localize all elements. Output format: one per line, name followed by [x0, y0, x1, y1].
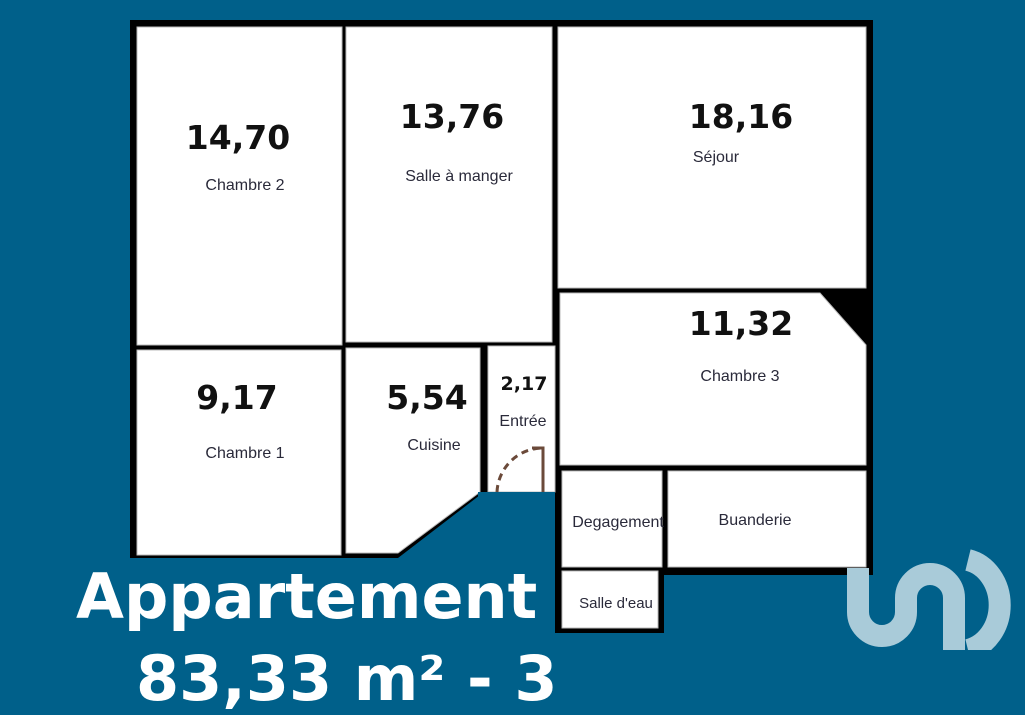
room-salle-a-manger: [345, 26, 553, 343]
room-area: 18,16: [688, 97, 794, 136]
room-chambre-2: [136, 26, 343, 346]
room-label: Salle d'eau: [579, 595, 653, 612]
room-area: 11,32: [688, 304, 794, 343]
room-sejour: [557, 26, 867, 289]
room-label: Chambre 3: [700, 368, 780, 385]
room-area: 13,76: [399, 97, 505, 136]
room-buanderie: [667, 470, 867, 568]
floor-plan: [130, 20, 1011, 650]
listing-title: Appartement: [76, 560, 538, 633]
listing-subtitle: 83,33 m² - 3: [136, 642, 558, 715]
room-degagement: [561, 470, 663, 568]
room-cuisine: [345, 347, 481, 554]
room-salle-d-eau: [561, 570, 659, 629]
room-label: Salle à manger: [405, 168, 513, 185]
room-label: Cuisine: [407, 437, 461, 454]
room-label: Chambre 2: [205, 177, 285, 194]
door-swing-icon: [495, 446, 545, 493]
room-label: Degagement: [572, 514, 664, 531]
room-label: Entrée: [499, 413, 547, 430]
room-chambre-1: [136, 349, 342, 556]
room-area: 14,70: [185, 118, 291, 157]
room-area: 9,17: [196, 378, 278, 417]
room-label: Chambre 1: [205, 445, 285, 462]
room-label: Buanderie: [718, 512, 792, 529]
room-chambre-3: [559, 292, 867, 466]
room-area: 2,17: [500, 373, 548, 395]
brand-logo-icon: [847, 549, 1011, 650]
room-area: 5,54: [386, 378, 468, 417]
room-label: Séjour: [692, 149, 740, 166]
